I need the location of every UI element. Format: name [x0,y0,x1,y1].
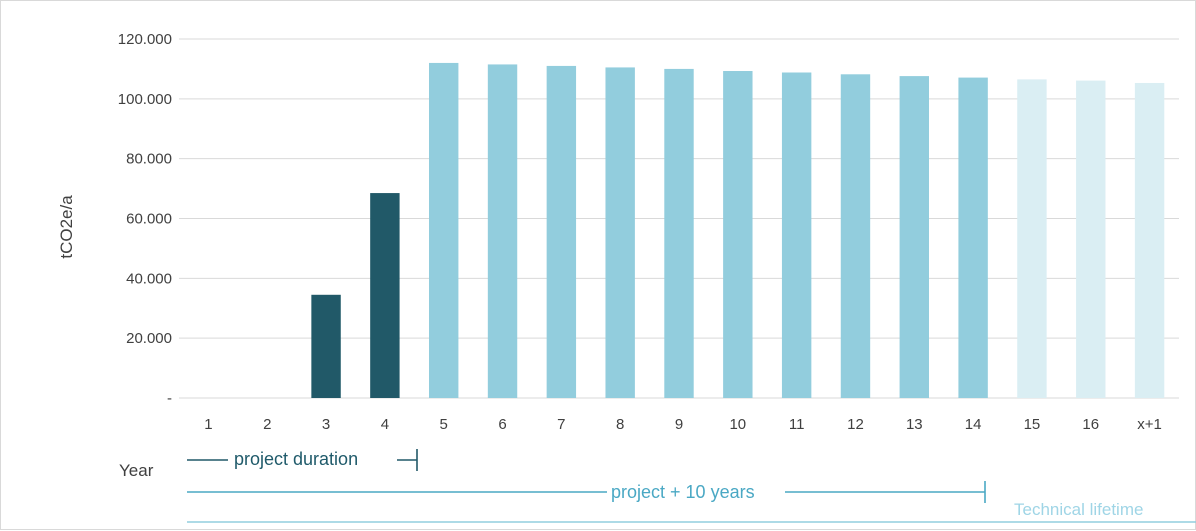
bars [311,62,1165,399]
x-tick-label: 6 [498,416,506,433]
technical-lifetime-annotation: Technical lifetime [187,500,1196,523]
bar-year-3 [311,294,341,398]
y-tick-label: 40.000 [126,270,172,287]
x-tick-label: 4 [381,416,389,433]
x-tick-label: 7 [557,416,565,433]
x-tick-label: x+1 [1137,416,1162,433]
x-tick-label: 12 [847,416,864,433]
bar-year-14 [958,77,988,398]
x-tick-label: 3 [322,416,330,433]
project-plus-10-label-bg [607,481,785,503]
bar-year-9 [664,68,694,399]
x-tick-label: 16 [1082,416,1099,433]
x-tick-labels: 1 2 3 4 5 6 7 8 9 10 11 12 13 14 15 16 x+1 [204,416,1162,433]
project-plus-10-annotation: project + 10 years [187,481,986,503]
x-axis-title: Year [119,461,154,480]
y-tick-label: 120.000 [118,31,172,48]
x-tick-label: 11 [789,416,805,433]
project-duration-label: project duration [234,449,358,469]
x-tick-label: 10 [729,416,746,433]
x-tick-label: 5 [440,416,448,433]
bar-year-11 [781,72,812,399]
x-tick-label: 8 [616,416,624,433]
x-tick-label: 13 [906,416,923,433]
y-tick-label: - [167,390,172,407]
bar-year-4 [370,193,400,398]
project-duration-annotation: project duration [187,449,418,471]
x-tick-label: 2 [263,416,271,433]
bar-year-15 [1017,79,1047,398]
bar-year-7 [546,65,577,399]
bar-year-13 [899,76,929,398]
bar-year-x+1 [1134,82,1165,398]
technical-lifetime-label: Technical lifetime [1014,500,1143,519]
y-tick-labels: - 20.000 40.000 60.000 80.000 100.000 120.000 [118,31,172,407]
y-tick-label: 60.000 [126,211,172,228]
y-tick-label: 100.000 [118,91,172,108]
x-tick-label: 14 [965,416,982,433]
bar-year-16 [1076,80,1106,398]
bar-year-12 [840,74,871,398]
x-tick-label: 1 [204,416,212,433]
project-plus-10-label: project + 10 years [611,482,755,502]
y-axis-title: tCO2e/a [57,195,76,259]
bar-year-5 [429,62,459,398]
x-tick-label: 9 [675,416,683,433]
y-tick-label: 80.000 [126,151,172,168]
bar-year-10 [723,71,753,398]
bar-year-8 [605,67,635,398]
x-tick-label: 15 [1024,416,1041,433]
y-tick-label: 20.000 [126,330,172,347]
bar-year-6 [487,64,518,398]
